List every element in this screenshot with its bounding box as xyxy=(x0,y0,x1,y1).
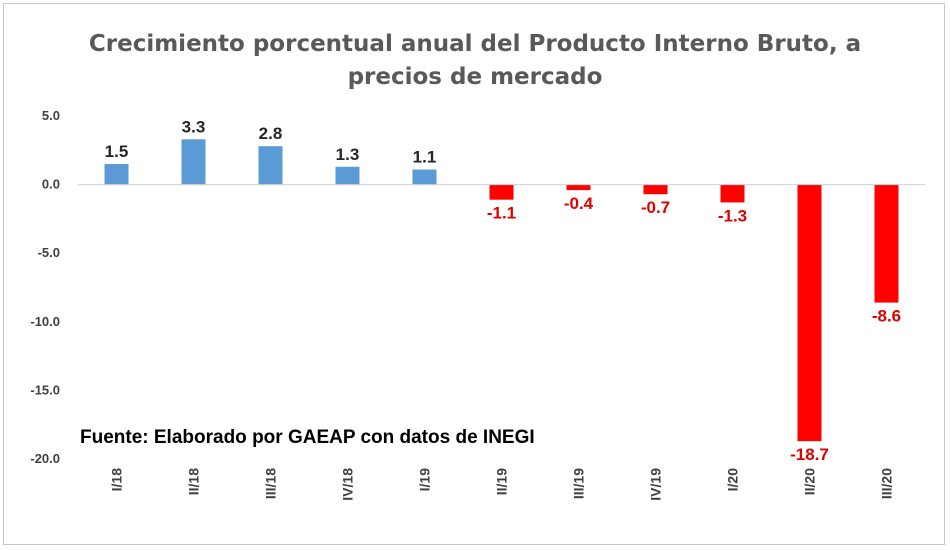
bar xyxy=(643,184,668,195)
bar xyxy=(797,184,822,442)
data-label: 1.1 xyxy=(413,148,437,167)
x-tick-label: III/20 xyxy=(879,468,895,499)
y-tick-label: -10.0 xyxy=(30,314,60,329)
data-label: -8.6 xyxy=(872,307,901,326)
bar xyxy=(566,184,591,191)
x-tick-label: I/19 xyxy=(417,468,433,492)
y-tick-label: -20.0 xyxy=(30,451,60,466)
bar xyxy=(181,139,206,185)
data-label: 1.3 xyxy=(336,145,360,164)
x-tick-label: IV/19 xyxy=(648,468,664,501)
data-label: -18.7 xyxy=(790,445,829,464)
source-note: Fuente: Elaborado por GAEAP con datos de… xyxy=(80,427,535,448)
bar xyxy=(412,169,437,185)
data-label: 3.3 xyxy=(182,117,206,136)
data-labels: 1.5 3.3 2.8 1.3 1.1 -1.1 -0.4 -0.7 -1.3 -18.7 -8.6 xyxy=(105,117,901,464)
x-tick-label: I/20 xyxy=(725,468,741,492)
x-tick-label: IV/18 xyxy=(340,468,356,501)
chart-frame xyxy=(3,3,945,545)
x-tick-label: II/18 xyxy=(186,468,202,495)
data-label: -0.4 xyxy=(564,194,594,213)
x-tick-label: III/18 xyxy=(263,468,279,499)
data-label: 2.8 xyxy=(259,124,283,143)
data-label: -0.7 xyxy=(641,198,670,217)
x-tick-label: II/19 xyxy=(494,468,510,495)
chart-title: Crecimiento porcentual anual del Product… xyxy=(88,31,862,90)
bar xyxy=(335,166,360,185)
bar xyxy=(720,184,745,203)
y-axis: 5.0 0.0 -5.0 -10.0 -15.0 -20.0 xyxy=(30,108,60,466)
x-tick-label: II/20 xyxy=(802,468,818,495)
data-label: 1.5 xyxy=(105,142,129,161)
y-tick-label: 5.0 xyxy=(42,108,60,123)
bars xyxy=(104,139,899,442)
x-tick-label: I/18 xyxy=(109,468,125,492)
bar xyxy=(489,184,514,200)
y-tick-label: -5.0 xyxy=(38,245,60,260)
x-axis: I/18 II/18 III/18 IV/18 I/19 II/19 III/19 IV/19… xyxy=(78,184,925,501)
y-tick-label: -15.0 xyxy=(30,382,60,397)
bar xyxy=(874,184,899,303)
data-label: -1.3 xyxy=(718,206,747,225)
data-label: -1.1 xyxy=(487,204,516,223)
x-tick-label: III/19 xyxy=(571,468,587,499)
bar xyxy=(104,164,129,185)
y-tick-label: 0.0 xyxy=(42,177,60,192)
bar xyxy=(258,146,283,185)
